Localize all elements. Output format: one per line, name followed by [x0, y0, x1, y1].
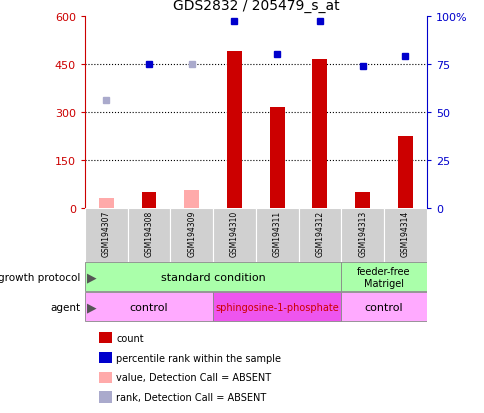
Text: GSM194310: GSM194310 — [229, 210, 239, 256]
Bar — [212, 209, 256, 262]
Bar — [298, 209, 341, 262]
Title: GDS2832 / 205479_s_at: GDS2832 / 205479_s_at — [172, 0, 338, 13]
Bar — [341, 263, 426, 292]
Text: GSM194314: GSM194314 — [400, 210, 409, 256]
Bar — [170, 209, 212, 262]
Bar — [341, 292, 426, 321]
Bar — [99, 199, 113, 209]
Text: count: count — [116, 333, 144, 343]
Bar — [85, 263, 341, 292]
Text: GSM194313: GSM194313 — [358, 210, 366, 256]
Text: agent: agent — [50, 302, 80, 312]
Bar — [184, 191, 199, 209]
Bar — [397, 137, 412, 209]
Text: ▶: ▶ — [87, 300, 97, 313]
Bar — [312, 60, 327, 209]
Text: sphingosine-1-phosphate: sphingosine-1-phosphate — [215, 302, 338, 312]
Text: GSM194309: GSM194309 — [187, 210, 196, 256]
Text: control: control — [129, 302, 168, 312]
Bar — [212, 292, 341, 321]
Bar — [269, 108, 284, 209]
Bar — [383, 209, 426, 262]
Text: GSM194312: GSM194312 — [315, 210, 324, 256]
Bar — [256, 209, 298, 262]
Text: feeder-free
Matrigel: feeder-free Matrigel — [357, 266, 410, 288]
Text: percentile rank within the sample: percentile rank within the sample — [116, 353, 281, 363]
Text: standard condition: standard condition — [160, 272, 265, 282]
Text: GSM194311: GSM194311 — [272, 210, 281, 256]
Bar — [141, 192, 156, 209]
Text: GSM194308: GSM194308 — [144, 210, 153, 256]
Text: rank, Detection Call = ABSENT: rank, Detection Call = ABSENT — [116, 392, 266, 402]
Bar — [85, 209, 127, 262]
Text: control: control — [364, 302, 403, 312]
Bar — [127, 209, 170, 262]
Text: GSM194307: GSM194307 — [102, 210, 110, 256]
Text: ▶: ▶ — [87, 271, 97, 284]
Bar — [354, 192, 369, 209]
Bar — [227, 52, 242, 209]
Bar — [341, 209, 383, 262]
Text: value, Detection Call = ABSENT: value, Detection Call = ABSENT — [116, 373, 271, 382]
Text: growth protocol: growth protocol — [0, 272, 80, 282]
Bar — [85, 292, 212, 321]
